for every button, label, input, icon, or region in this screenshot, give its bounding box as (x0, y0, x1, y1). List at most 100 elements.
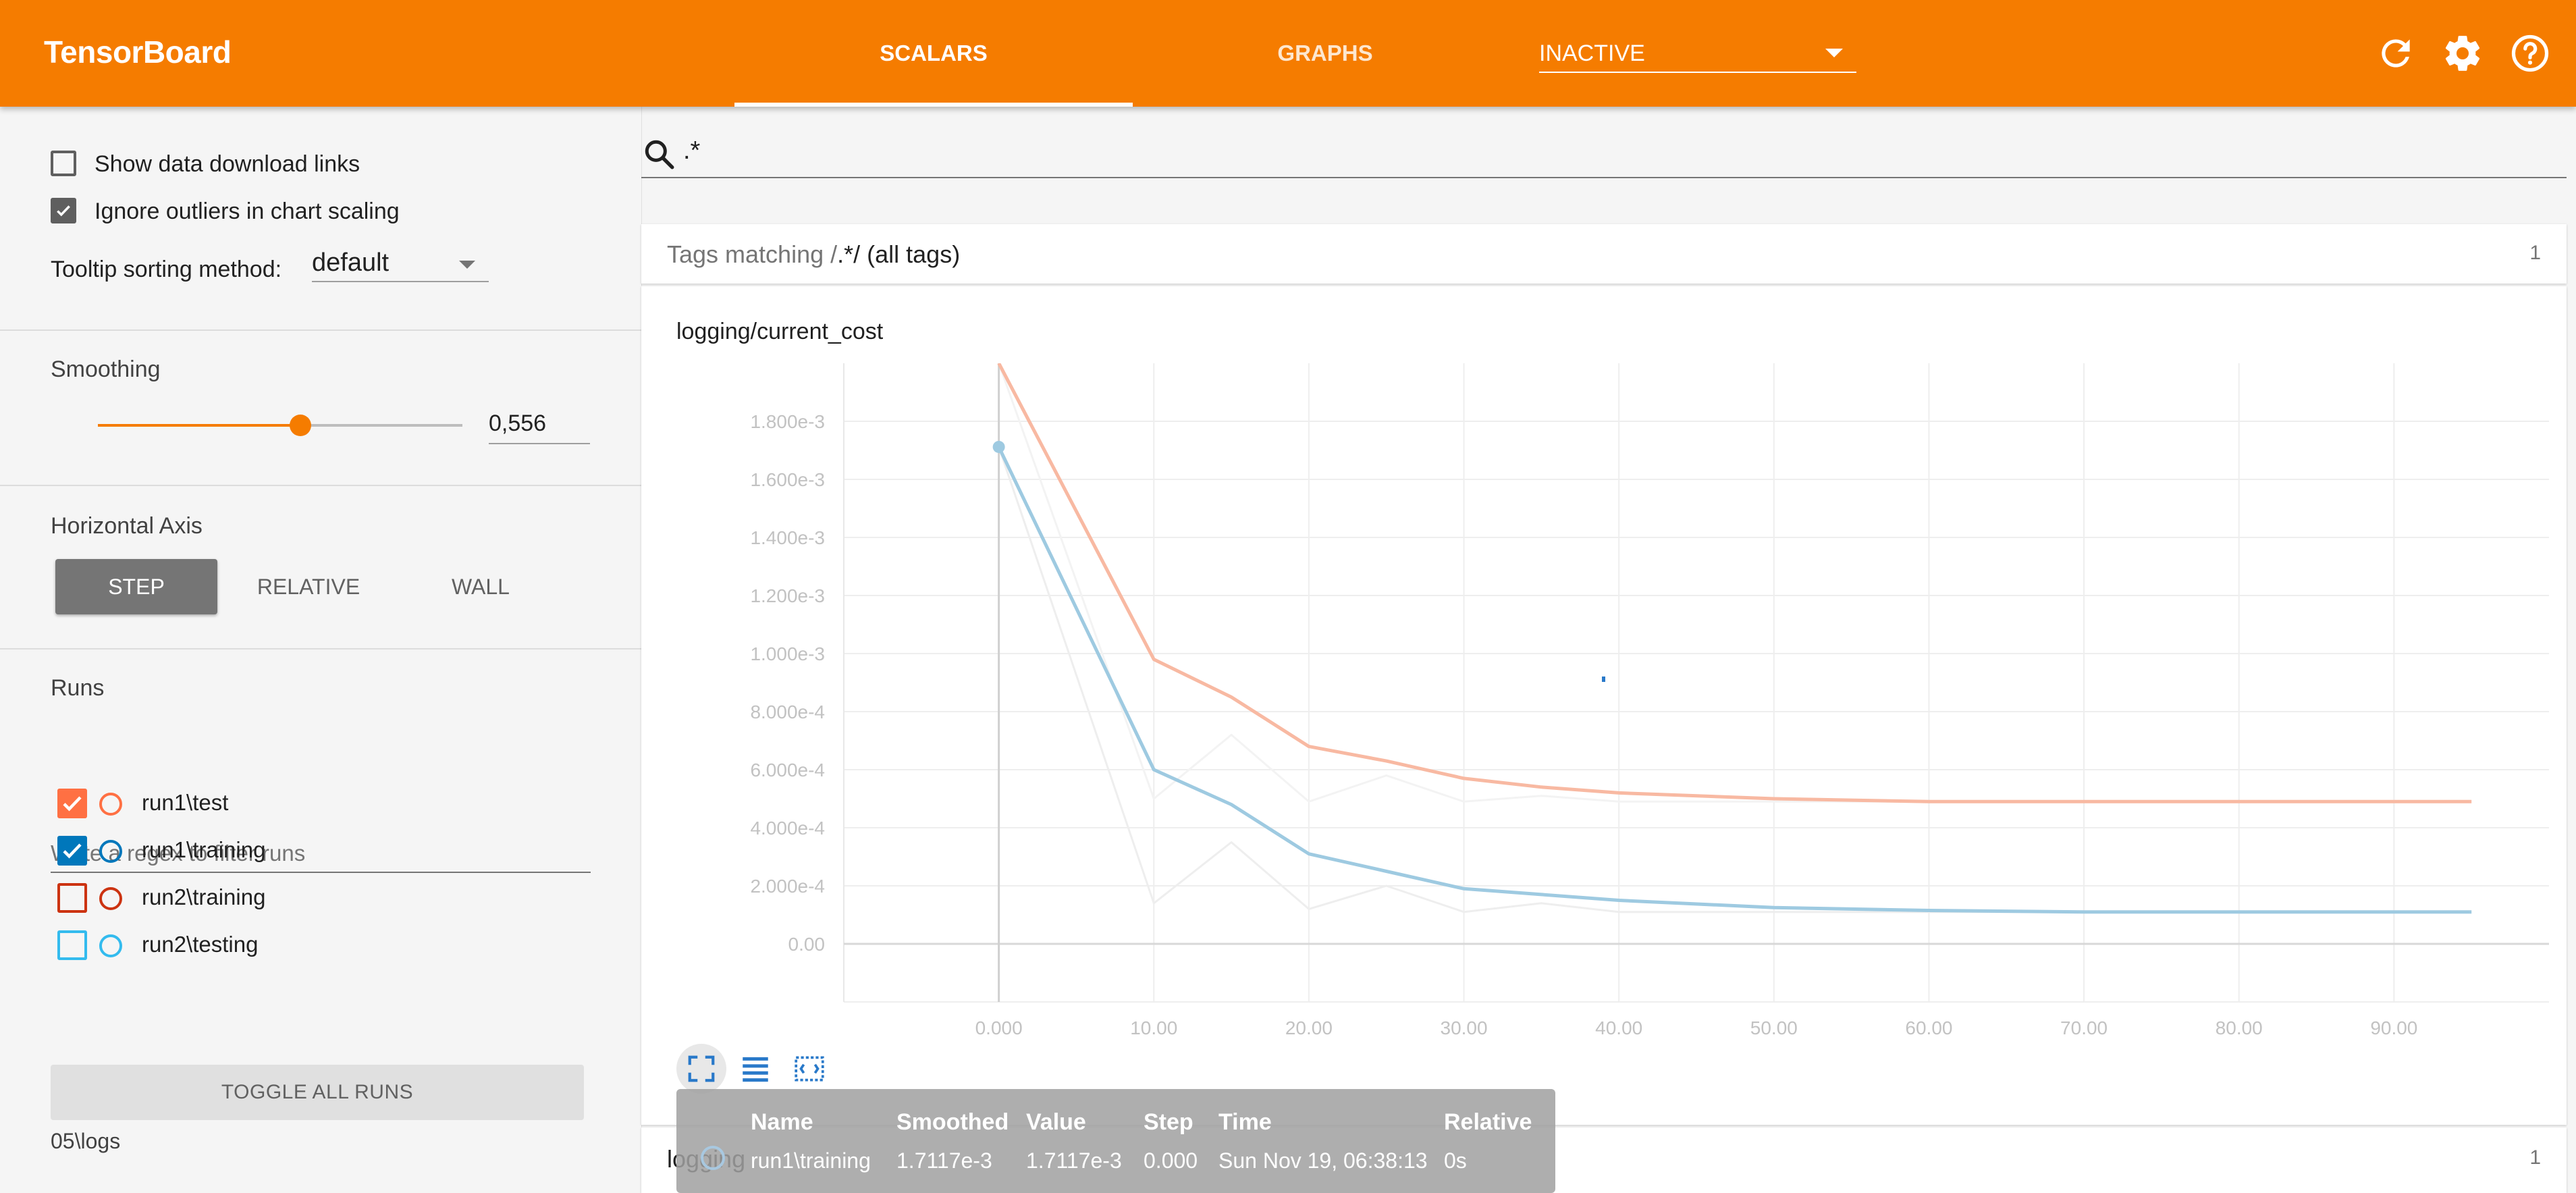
expand-chart-button[interactable] (676, 1044, 726, 1094)
run-item-run2-training[interactable]: run2\training (57, 880, 530, 913)
show-download-links-label: Show data download links (95, 151, 360, 177)
tooltip-header-step: Step (1144, 1109, 1193, 1135)
sidebar-divider (0, 485, 641, 486)
smoothing-title: Smoothing (51, 356, 161, 382)
toggle-log-scale-button[interactable] (730, 1044, 780, 1094)
chevron-down-icon (459, 261, 475, 269)
run-color-circle-icon[interactable] (99, 793, 122, 816)
chart-tooltip: Name Smoothed Value Step Time Relative r… (676, 1089, 1555, 1193)
settings-gear-icon[interactable] (2442, 32, 2484, 74)
axis-wall-button[interactable]: WALL (452, 574, 510, 599)
help-icon[interactable] (2509, 32, 2551, 74)
run-color-circle-icon[interactable] (99, 887, 122, 910)
x-tick-label: 40.00 (1595, 1017, 1642, 1038)
x-tick-label: 80.00 (2216, 1017, 2263, 1038)
x-tick-label: 70.00 (2060, 1017, 2108, 1038)
x-tick-label: 0.000 (975, 1017, 1023, 1038)
chart-title: logging/current_cost (676, 319, 884, 344)
runs-filter-field[interactable] (51, 834, 591, 872)
smoothing-slider-fill (98, 424, 301, 427)
tooltip-header-smoothed: Smoothed (896, 1109, 1009, 1135)
y-tick-label: 6.000e-4 (750, 760, 825, 780)
run-checkbox[interactable] (57, 930, 87, 960)
run-checkbox[interactable] (57, 789, 87, 818)
y-tick-label: 8.000e-4 (750, 701, 825, 722)
checkmark-icon (63, 796, 82, 812)
refresh-icon[interactable] (2375, 32, 2417, 74)
tooltip-sorting-label: Tooltip sorting method: (51, 257, 282, 282)
cursor-marker (1602, 677, 1605, 682)
axis-relative-button[interactable]: RELATIVE (257, 574, 360, 599)
highlighted-data-point (992, 440, 1005, 453)
run-label: run1\training (142, 837, 266, 862)
tab-scalars-label: SCALARS (880, 41, 988, 65)
inactive-select-label: INACTIVE (1539, 41, 1645, 66)
x-tick-label: 90.00 (2370, 1017, 2417, 1038)
ignore-outliers-checkbox[interactable] (51, 198, 76, 223)
y-tick-label: 2.000e-4 (750, 876, 825, 897)
show-download-links-checkbox[interactable] (51, 151, 76, 176)
y-tick-label: 0.00 (788, 934, 826, 955)
fit-domain-button[interactable] (784, 1044, 834, 1094)
smoothing-slider-handle[interactable] (290, 415, 312, 436)
run-label: run2\testing (142, 932, 259, 957)
tooltip-sorting-dropdown[interactable]: default (312, 247, 489, 282)
top-app-bar: TensorBoard SCALARS GRAPHS INACTIVE (0, 0, 2576, 107)
x-tick-label: 10.00 (1130, 1017, 1177, 1038)
runs-title: Runs (51, 675, 105, 701)
horizontal-axis-title: Horizontal Axis (51, 513, 203, 539)
tags-matching-header[interactable]: Tags matching /.*/ (all tags) 1 (641, 224, 2567, 284)
run-item-run1-test[interactable]: run1\test (57, 786, 530, 818)
run-item-run1-training[interactable]: run1\training (57, 833, 530, 866)
scalar-chart-card: logging/current_cost 0.00 2.000e-4 4.000e-… (641, 286, 2567, 1125)
sidebar-divider (0, 329, 641, 331)
y-tick-label: 1.200e-3 (750, 585, 825, 606)
active-tab-indicator (734, 103, 1133, 107)
tags-matching-label: Tags matching /.*/ (all tags) (667, 240, 961, 268)
tab-scalars[interactable]: SCALARS (734, 0, 1133, 107)
app-brand: TensorBoard (44, 34, 232, 70)
tooltip-header-value: Value (1026, 1109, 1086, 1135)
tooltip-cell-name: run1\training (751, 1148, 871, 1173)
tooltip-cell-smoothed: 1.7117e-3 (896, 1148, 992, 1173)
axis-step-button[interactable]: STEP (55, 559, 217, 614)
tooltip-cell-relative: 0s (1444, 1148, 1467, 1173)
fit-to-data-icon (795, 1056, 824, 1082)
tooltip-header-time: Time (1218, 1109, 1272, 1135)
tooltip-sorting-value: default (312, 248, 390, 277)
run-item-run2-testing[interactable]: run2\testing (57, 928, 530, 960)
run-color-circle-icon[interactable] (99, 840, 122, 863)
sidebar: Show data download links Ignore outliers… (0, 107, 642, 1193)
runs-filter-input[interactable] (51, 834, 591, 873)
toggle-all-runs-button[interactable]: TOGGLE ALL RUNS (51, 1065, 584, 1120)
series-line-smoothed (997, 446, 2472, 914)
list-lines-icon (743, 1057, 768, 1082)
checkmark-icon (63, 843, 82, 859)
scalar-line-chart[interactable]: 0.00 2.000e-4 4.000e-4 6.000e-4 8.000e-4 1.00… (641, 286, 2567, 1125)
run-checkbox[interactable] (57, 836, 87, 866)
y-tick-label: 1.400e-3 (750, 527, 825, 548)
x-tick-label: 20.00 (1285, 1017, 1333, 1038)
run-label: run2\training (142, 884, 266, 909)
chevron-down-icon (1825, 49, 1843, 57)
series-line-smoothed (997, 363, 2472, 803)
y-tick-label: 1.800e-3 (750, 411, 825, 432)
smoothing-value: 0,556 (489, 410, 547, 436)
tab-graphs[interactable]: GRAPHS (1126, 0, 1524, 107)
inactive-dashboards-select[interactable]: INACTIVE (1539, 38, 1856, 73)
search-icon (645, 140, 674, 169)
run-label: run1\test (142, 790, 229, 815)
run-color-circle-icon[interactable] (99, 934, 122, 957)
tag-filter-search[interactable]: .* (641, 128, 2567, 178)
logging-tag-count: 1 (2529, 1146, 2541, 1169)
fullscreen-icon (688, 1055, 715, 1082)
tooltip-header-name: Name (751, 1109, 813, 1135)
run-checkbox[interactable] (57, 883, 87, 913)
smoothing-slider[interactable] (98, 415, 462, 436)
smoothing-value-input[interactable]: 0,556 (489, 410, 590, 444)
tab-graphs-label: GRAPHS (1277, 41, 1373, 65)
y-tick-label: 1.000e-3 (750, 643, 825, 664)
tag-filter-value[interactable]: .* (683, 136, 701, 165)
tooltip-cell-time: Sun Nov 19, 06:38:13 (1218, 1148, 1428, 1173)
x-tick-label: 60.00 (1905, 1017, 1952, 1038)
